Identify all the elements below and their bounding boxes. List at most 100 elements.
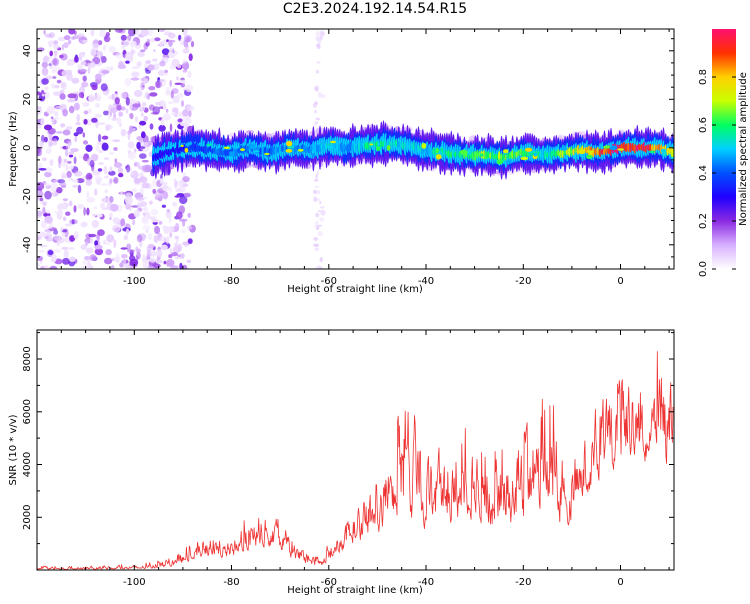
noise-speck [44,33,53,38]
noise-speck [102,44,107,51]
ridge-blob [533,152,538,157]
noise-speck [73,205,77,213]
noise-speck [60,226,63,232]
noise-speck [136,61,142,67]
noise-speck [89,254,97,261]
noise-speck [82,132,86,138]
noise-speck [66,60,75,66]
noise-speck [116,117,122,125]
streak-speck [319,30,325,36]
noise-speck [147,265,155,269]
ridge-blob [326,145,334,150]
noise-speck [187,212,191,218]
noise-speck [76,126,84,135]
noise-speck [129,265,133,269]
noise-speck [69,235,76,242]
y-tick-label: 0 [22,145,33,151]
noise-speck [131,66,140,70]
ridge-blob [253,150,260,153]
noise-speck [86,197,95,203]
noise-speck [104,175,109,179]
noise-speck [42,206,46,215]
noise-speck [129,112,134,120]
noise-speck [82,140,89,145]
noise-speck [133,89,143,97]
noise-speck [61,229,68,233]
noise-speck [103,242,111,245]
noise-speck [37,142,40,146]
colorbar: 0.0 0.2 0.4 0.6 0.8 Normalized spectral ampl… [698,29,749,277]
noise-speck [126,164,131,173]
noise-speck [136,197,145,201]
noise-speck [42,202,47,206]
noise-speck [124,78,132,87]
noise-speck [135,246,139,253]
noise-speck [182,176,190,183]
noise-speck [52,76,57,79]
noise-speck [37,91,41,96]
noise-speck [96,213,103,218]
noise-speck [44,236,49,240]
noise-speck [172,95,180,104]
ridge-blob [507,159,512,164]
noise-speck [108,95,113,100]
ridge-blob [330,140,337,144]
streak-speck [319,266,323,269]
noise-speck [160,244,168,251]
ridge-blob [459,149,468,155]
noise-speck [51,57,60,67]
y-tick-label: 2000 [22,505,33,530]
noise-speck [91,117,98,123]
noise-speck [99,29,106,38]
noise-speck [89,237,93,244]
noise-speck [160,73,169,76]
noise-speck [147,64,155,71]
noise-speck [139,120,147,126]
noise-speck [40,117,45,125]
noise-speck [94,93,102,102]
colorbar-tick-label: 0.6 [698,117,709,133]
noise-speck [169,79,172,87]
noise-speck [140,131,146,139]
noise-speck [57,210,64,216]
noise-speck [63,249,69,258]
noise-speck [125,228,130,235]
noise-speck [100,83,108,92]
x-tick-label: -60 [321,276,337,287]
noise-speck [156,248,163,258]
noise-speck [62,129,71,136]
noise-speck [95,144,100,152]
noise-speck [150,218,159,223]
noise-speck [74,136,78,143]
noise-speck [183,29,188,37]
noise-speck [176,243,183,252]
noise-speck [40,220,47,229]
noise-speck [68,200,73,207]
noise-speck [142,216,148,223]
noise-speck [72,179,79,183]
colorbar-label: Normalized spectral amplitude [738,72,749,226]
noise-speck [134,116,139,123]
noise-speck [80,244,88,250]
noise-speck [62,109,68,117]
noise-speck [42,56,50,63]
noise-speck [182,69,188,73]
noise-speck [97,133,102,143]
noise-speck [96,50,103,57]
noise-speck [167,225,175,233]
noise-speck [47,250,54,256]
spectrogram-panel: -100 -80 -60 -40 -20 0 -40 -20 0 20 40 Height of … [8,28,675,295]
noise-speck [70,148,79,153]
noise-speck [120,128,127,137]
noise-speck [49,159,54,167]
noise-speck [110,66,114,71]
ridge-blob [435,154,442,160]
noise-speck [174,82,183,86]
noise-speck [124,52,133,61]
noise-speck [65,211,71,216]
noise-speck [169,232,173,238]
noise-speck [45,167,53,173]
noise-speck [73,156,77,165]
noise-speck [131,188,137,193]
noise-speck [90,48,97,57]
